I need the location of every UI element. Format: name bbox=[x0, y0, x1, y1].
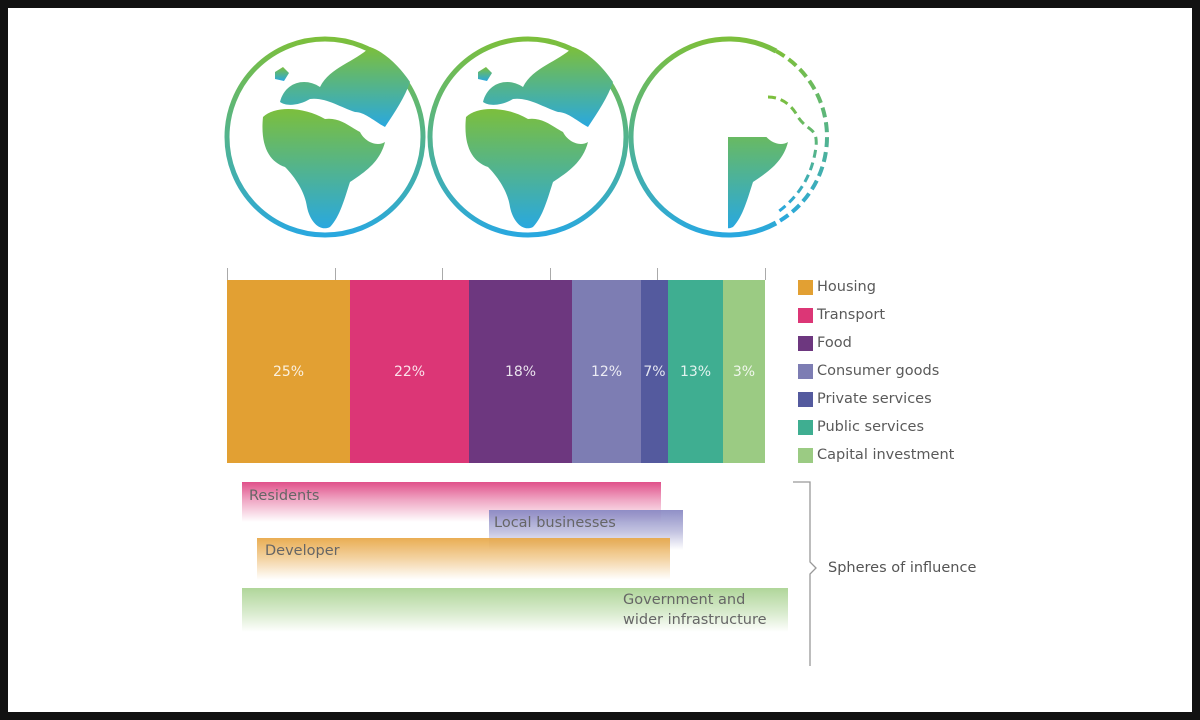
legend-label: Food bbox=[817, 335, 852, 351]
axis-tick bbox=[442, 268, 444, 280]
sphere-label-local-businesses: Local businesses bbox=[494, 515, 616, 531]
legend-item: Consumer goods bbox=[798, 362, 939, 380]
legend-item: Public services bbox=[798, 418, 924, 436]
sphere-bar-government bbox=[242, 588, 788, 632]
spheres-title: Spheres of influence bbox=[828, 560, 977, 576]
legend-swatch bbox=[798, 307, 813, 323]
legend-swatch bbox=[798, 363, 813, 379]
bar-segment-transport bbox=[350, 280, 469, 463]
axis-tick bbox=[657, 268, 659, 280]
bar-segment-public-services bbox=[668, 280, 723, 463]
bar-data-label: 13% bbox=[679, 363, 712, 380]
legend-label: Transport bbox=[817, 307, 886, 323]
bar-segment-housing bbox=[227, 280, 350, 463]
bar-segment-consumer-goods bbox=[572, 280, 641, 463]
bar-data-label: 25% bbox=[272, 363, 305, 380]
globe-icon bbox=[224, 36, 426, 238]
bar-data-label: 18% bbox=[504, 363, 537, 380]
axis-tick bbox=[334, 268, 336, 280]
bar-data-label: 22% bbox=[393, 363, 426, 380]
sphere-label-developer: Developer bbox=[265, 543, 340, 559]
axis-tick bbox=[765, 268, 766, 280]
legend-swatch bbox=[798, 447, 813, 463]
infographic: 25% 22% 18% 12% 7% 13% 3% Housing Transport Food… bbox=[8, 8, 1192, 712]
partial-globe-icon bbox=[628, 36, 830, 238]
sphere-label-residents: Residents bbox=[249, 488, 320, 504]
legend-item: Housing bbox=[798, 278, 876, 296]
bar-data-label: 12% bbox=[590, 363, 623, 380]
legend-item: Transport bbox=[798, 306, 885, 324]
bar-segment-private-services bbox=[641, 280, 668, 463]
bar-segment-food bbox=[469, 280, 572, 463]
legend-item: Food bbox=[798, 334, 852, 352]
legend-label: Housing bbox=[817, 279, 876, 295]
legend-swatch bbox=[798, 391, 813, 407]
legend-swatch bbox=[798, 419, 813, 435]
sphere-label-government-1: Government and bbox=[623, 592, 746, 608]
sphere-bar-developer bbox=[257, 538, 670, 580]
legend-item: Private services bbox=[798, 390, 932, 408]
legend-label: Consumer goods bbox=[817, 363, 940, 379]
legend-label: Public services bbox=[817, 419, 925, 435]
bar-segment-capital-investment bbox=[723, 280, 765, 463]
legend-swatch bbox=[798, 279, 813, 295]
axis-tick bbox=[227, 268, 228, 280]
sphere-label-government-2: wider infrastructure bbox=[623, 612, 767, 628]
globes-graphic bbox=[224, 36, 830, 238]
bar-data-label: 7% bbox=[643, 363, 666, 380]
globe-icon bbox=[427, 36, 629, 238]
legend-label: Capital investment bbox=[817, 447, 955, 463]
legend-item: Capital investment bbox=[798, 446, 954, 464]
legend-swatch bbox=[798, 335, 813, 351]
axis-tick bbox=[549, 268, 551, 280]
legend-label: Private services bbox=[817, 391, 932, 407]
bar-data-label: 3% bbox=[732, 363, 756, 380]
bracket bbox=[793, 481, 817, 666]
